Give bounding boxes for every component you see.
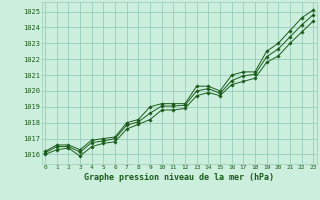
X-axis label: Graphe pression niveau de la mer (hPa): Graphe pression niveau de la mer (hPa) xyxy=(84,173,274,182)
